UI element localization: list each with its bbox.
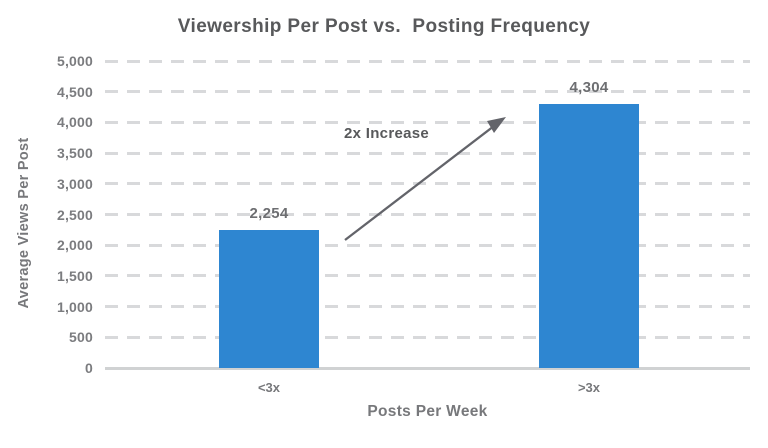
- y-tick-label: 500: [69, 329, 93, 346]
- gridline: [105, 90, 750, 94]
- chart-title: Viewership Per Post vs. Posting Frequenc…: [177, 16, 591, 37]
- annotation-text: 2x Increase: [344, 125, 430, 142]
- gridline: [105, 274, 750, 278]
- bar-<3x: [219, 230, 319, 368]
- bar-value-label: 2,254: [249, 205, 289, 222]
- gridline: [105, 305, 750, 309]
- gridline: [105, 120, 750, 124]
- y-tick-label: 3,500: [56, 145, 93, 162]
- gridline: [105, 213, 750, 216]
- y-tick-label: 1,000: [56, 298, 93, 315]
- gridline: [105, 182, 750, 186]
- x-category-label: >3x: [577, 380, 601, 395]
- y-tick-label: 4,000: [56, 114, 93, 131]
- x-category-label: <3x: [257, 380, 281, 395]
- gridline: [105, 335, 750, 339]
- y-tick-label: 1,500: [56, 267, 93, 284]
- y-tick-label: 2,500: [56, 206, 93, 223]
- gridline: [105, 151, 750, 155]
- y-tick-label: 0: [85, 360, 93, 376]
- y-tick-label: 4,500: [56, 83, 93, 100]
- y-tick-label: 3,000: [56, 175, 93, 192]
- x-axis-title: Posts Per Week: [367, 403, 488, 420]
- x-axis-baseline: [105, 366, 750, 370]
- bar->3x: [539, 104, 639, 368]
- gridline: [105, 59, 750, 63]
- bar-value-label: 4,304: [569, 79, 609, 96]
- y-tick-label: 5,000: [56, 53, 93, 69]
- y-tick-label: 2,000: [56, 237, 93, 254]
- gridline: [105, 243, 750, 247]
